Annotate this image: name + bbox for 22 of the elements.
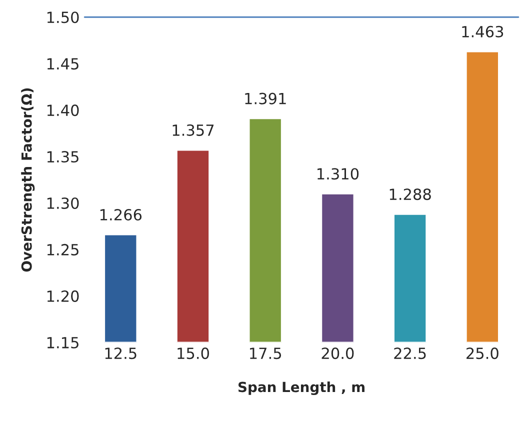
data-label: 1.463 [462,26,504,38]
y-tick-label: 1.15 [47,337,78,348]
x-tick-label: 25.0 [466,348,498,360]
x-tick-label: 22.5 [394,348,426,360]
data-label: 1.310 [318,168,359,180]
data-label: 1.391 [245,92,286,104]
y-tick-label: 1.50 [47,12,79,24]
data-label: 1.288 [390,188,431,200]
x-tick-label: 15.0 [178,348,209,360]
x-axis-title: Span Length , m [238,381,364,396]
data-label: 1.357 [172,124,214,136]
x-tick-label: 20.0 [322,348,354,360]
y-tick-label: 1.30 [47,197,79,210]
y-tick-label: 1.25 [47,244,78,256]
y-axis-title: OverStrength Factor(Ω) [21,88,35,272]
y-tick-label: 1.35 [47,150,78,163]
y-tick-label: 1.40 [47,104,79,116]
y-tick-label: 1.45 [47,58,78,70]
data-label: 1.266 [100,208,142,221]
x-tick-label: 17.5 [250,348,282,360]
y-tick-label: 1.20 [47,290,79,302]
x-tick-label: 12.5 [105,348,136,360]
